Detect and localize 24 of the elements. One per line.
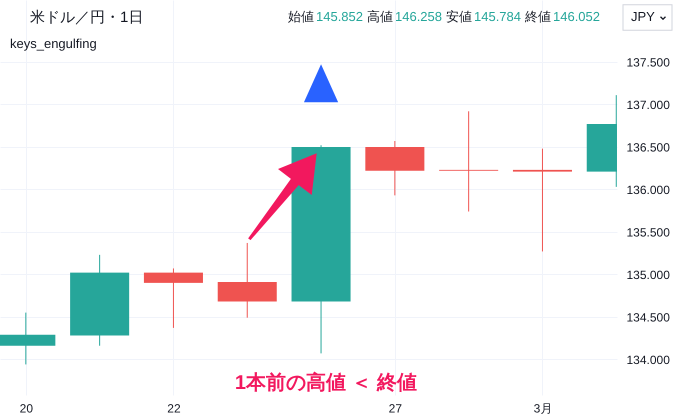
y-tick-label: 135.500 (626, 225, 670, 240)
annotation: 高値 (367, 9, 393, 24)
text: 米ドル／円・1日 (30, 9, 144, 26)
annotation: 145.784 (474, 9, 521, 24)
y-tick-label: 136.000 (626, 182, 670, 197)
annotation: 始値 (288, 9, 314, 24)
y-tick-label: 136.500 (626, 140, 670, 154)
x-tick-label: 22 (167, 402, 181, 416)
annotation: 安値 (446, 9, 472, 24)
y-tick-label: 134.500 (626, 310, 670, 324)
x-tick-label: 20 (20, 402, 34, 416)
annotation: 146.052 (553, 9, 600, 24)
annotation: 146.258 (395, 9, 442, 24)
annotation: 1本前の高値 ＜ 終値 (234, 371, 418, 394)
annotation: 145.852 (316, 9, 363, 24)
y-tick-label: 135.000 (626, 268, 670, 282)
y-tick-label: 137.000 (626, 98, 670, 112)
text: JPY (631, 9, 656, 24)
x-tick-label: 27 (388, 402, 402, 416)
annotation: 終値 (524, 9, 551, 24)
y-tick-label: 137.500 (626, 56, 670, 70)
annotation: keys_engulfing (10, 36, 97, 51)
x-tick-label: 3月 (534, 402, 552, 416)
y-tick-label: 134.000 (626, 352, 670, 367)
